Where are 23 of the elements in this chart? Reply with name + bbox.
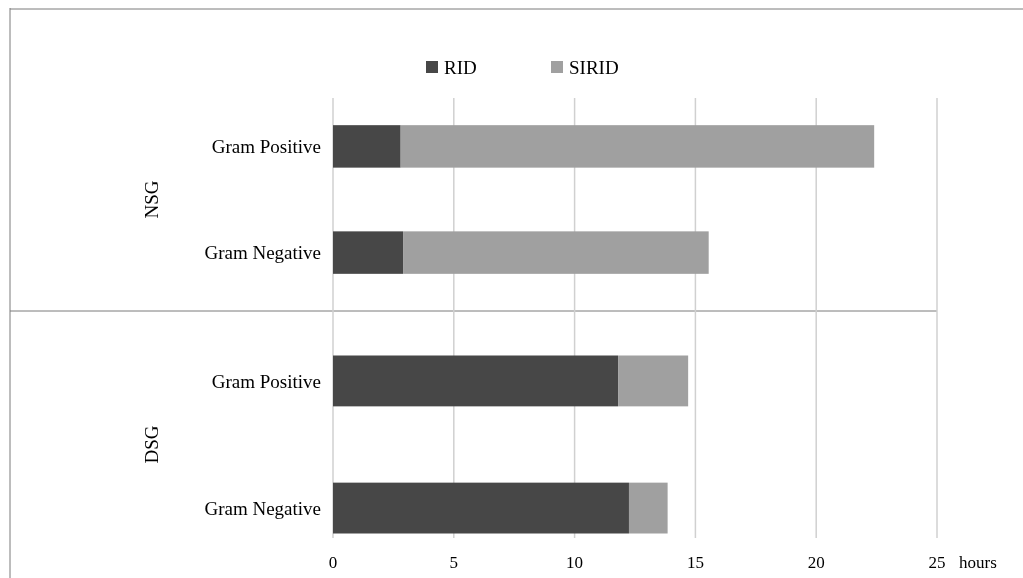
bar: [628, 482, 668, 534]
legend-label: RID: [444, 56, 477, 78]
bar: [333, 355, 619, 407]
x-tick-label: 10: [566, 553, 584, 572]
bar: [333, 482, 629, 534]
x-tick-label: 20: [807, 553, 825, 572]
x-axis-title: hours: [959, 553, 997, 572]
bar: [400, 125, 875, 168]
y-tick-label: Gram Positive: [211, 136, 321, 158]
bar: [403, 231, 709, 274]
y-axis-title: NSG: [141, 180, 162, 219]
y-tick-label: Gram Negative: [204, 497, 321, 519]
y-axis-title: DSG: [141, 425, 162, 464]
x-tick-label: 0: [328, 553, 338, 572]
x-tick-label: 15: [686, 553, 704, 572]
bar: [333, 231, 404, 274]
y-tick-label: Gram Positive: [211, 370, 321, 392]
x-tick-label: 25: [928, 553, 946, 572]
x-tick-label: 5: [449, 553, 459, 572]
bar: [618, 355, 689, 407]
legend-label: SIRID: [569, 56, 619, 78]
y-tick-label: Gram Negative: [204, 242, 321, 264]
bar: [333, 125, 401, 168]
